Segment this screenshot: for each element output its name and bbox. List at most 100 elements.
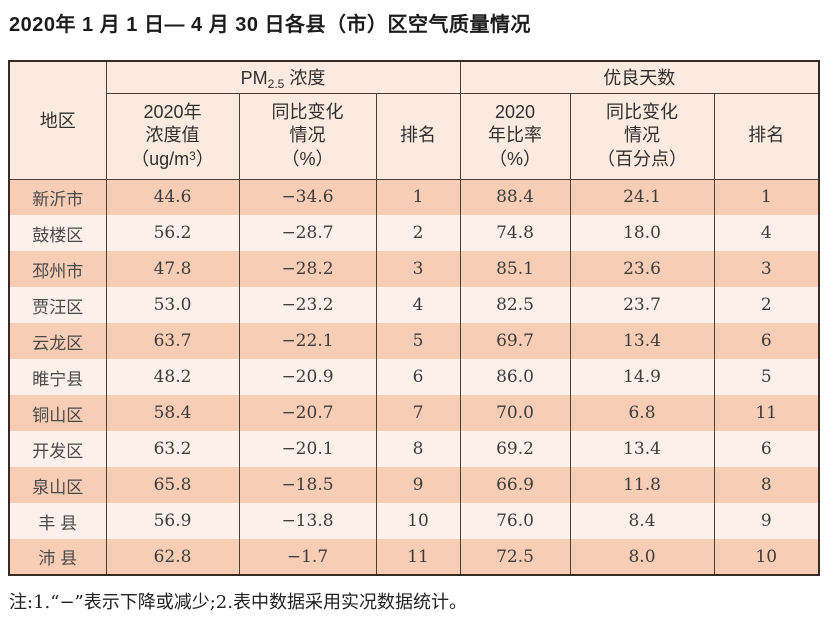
pm-change-cell: −23.2	[238, 287, 376, 323]
days-rank-cell: 8	[713, 467, 820, 503]
header-group-row: 地区 PM2.5 浓度 优良天数	[9, 61, 820, 180]
air-quality-table: 地区 PM2.5 浓度 优良天数 2020年 浓度值 （ug/m3） 同比变化 …	[8, 60, 821, 576]
days-rank-cell: 6	[713, 323, 820, 359]
days-change-cell: 8.4	[569, 503, 715, 539]
table-body: 新沂市 44.6 −34.6 1 88.4 24.1 1 鼓楼区 56.2 −2…	[9, 179, 820, 575]
table-row: 丰 县 56.9 −13.8 10 76.0 8.4 9	[9, 503, 820, 539]
days-rank-cell: 11	[713, 395, 820, 431]
header-days-rate: 2020 年比率 （%）	[459, 93, 571, 180]
pm-change-cell: −18.5	[238, 467, 376, 503]
pm-change-cell: −20.1	[238, 431, 376, 467]
pm-value-cell: 48.2	[105, 359, 239, 395]
pm-change-cell: −1.7	[238, 539, 376, 575]
pm25-subscript: 2.5	[267, 76, 285, 91]
pm-value-cell: 44.6	[105, 179, 239, 215]
days-change-cell: 13.4	[569, 323, 715, 359]
table-row: 沛 县 62.8 −1.7 11 72.5 8.0 10	[9, 539, 820, 575]
pm-rank-cell: 10	[375, 503, 461, 539]
pm-change-cell: −20.7	[238, 395, 376, 431]
days-rate-cell: 86.0	[459, 359, 571, 395]
days-rate-cell: 69.2	[459, 431, 571, 467]
pm-rank-cell: 7	[375, 395, 461, 431]
days-rate-cell: 69.7	[459, 323, 571, 359]
header-pm-value: 2020年 浓度值 （ug/m3）	[106, 93, 239, 180]
pm-value-cell: 62.8	[105, 539, 239, 575]
region-cell: 睢宁县	[9, 359, 106, 395]
days-rank-cell: 3	[713, 251, 820, 287]
pm-rank-cell: 3	[375, 251, 461, 287]
days-change-cell: 11.8	[569, 467, 715, 503]
pm-change-cell: −22.1	[238, 323, 376, 359]
pm-value-cell: 63.2	[105, 431, 239, 467]
region-cell: 丰 县	[9, 503, 106, 539]
days-change-cell: 23.7	[569, 287, 715, 323]
region-cell: 铜山区	[9, 395, 106, 431]
days-rate-cell: 72.5	[459, 539, 571, 575]
header-region: 地区	[9, 61, 107, 180]
pm-value-cell: 58.4	[105, 395, 239, 431]
pm-value-cell: 47.8	[105, 251, 239, 287]
days-rank-cell: 4	[713, 215, 820, 251]
days-change-cell: 14.9	[569, 359, 715, 395]
days-change-cell: 23.6	[569, 251, 715, 287]
header-pm-change: 同比变化 情况 （%）	[238, 93, 376, 180]
pm-change-cell: −28.7	[238, 215, 376, 251]
days-change-cell: 13.4	[569, 431, 715, 467]
days-rank-cell: 2	[713, 287, 820, 323]
pm-rank-cell: 8	[375, 431, 461, 467]
days-rank-cell: 10	[713, 539, 820, 575]
table-row: 贾汪区 53.0 −23.2 4 82.5 23.7 2	[9, 287, 820, 323]
days-rank-cell: 9	[713, 503, 820, 539]
header-group-good-days: 优良天数	[459, 61, 820, 94]
days-change-cell: 24.1	[569, 179, 715, 215]
header-sub-row: 2020年 浓度值 （ug/m3） 同比变化 情况 （%） 排名 2020 年比…	[9, 93, 820, 180]
table-row: 泉山区 65.8 −18.5 9 66.9 11.8 8	[9, 467, 820, 503]
header-group-pm25: PM2.5 浓度	[105, 61, 461, 94]
region-cell: 泉山区	[9, 467, 106, 503]
table-row: 新沂市 44.6 −34.6 1 88.4 24.1 1	[9, 179, 820, 215]
table-row: 邳州市 47.8 −28.2 3 85.1 23.6 3	[9, 251, 820, 287]
table-row: 鼓楼区 56.2 −28.7 2 74.8 18.0 4	[9, 215, 820, 251]
table-row: 铜山区 58.4 −20.7 7 70.0 6.8 11	[9, 395, 820, 431]
header-days-rank: 排名	[713, 93, 820, 180]
pm-rank-cell: 4	[375, 287, 461, 323]
pm-rank-cell: 9	[375, 467, 461, 503]
days-rate-cell: 66.9	[459, 467, 571, 503]
pm-value-cell: 56.2	[105, 215, 239, 251]
pm-value-cell: 65.8	[105, 467, 239, 503]
table-header: 地区 PM2.5 浓度 优良天数 2020年 浓度值 （ug/m3） 同比变化 …	[9, 61, 820, 180]
days-rate-cell: 74.8	[459, 215, 571, 251]
days-change-cell: 18.0	[569, 215, 715, 251]
region-cell: 新沂市	[9, 179, 106, 215]
days-rate-cell: 70.0	[459, 395, 571, 431]
days-rank-cell: 5	[713, 359, 820, 395]
days-change-cell: 8.0	[569, 539, 715, 575]
cubic-superscript: 3	[189, 148, 196, 163]
days-change-cell: 6.8	[569, 395, 715, 431]
days-rank-cell: 6	[713, 431, 820, 467]
table-row: 睢宁县 48.2 −20.9 6 86.0 14.9 5	[9, 359, 820, 395]
days-rate-cell: 82.5	[459, 287, 571, 323]
region-cell: 沛 县	[9, 539, 106, 575]
table-row: 云龙区 63.7 −22.1 5 69.7 13.4 6	[9, 323, 820, 359]
region-cell: 开发区	[9, 431, 106, 467]
days-rate-cell: 85.1	[459, 251, 571, 287]
header-days-change: 同比变化 情况 （百分点）	[569, 93, 715, 180]
pm-rank-cell: 11	[375, 539, 461, 575]
pm-value-cell: 53.0	[105, 287, 239, 323]
days-rate-cell: 76.0	[459, 503, 571, 539]
pm-change-cell: −28.2	[238, 251, 376, 287]
region-cell: 贾汪区	[9, 287, 106, 323]
pm-rank-cell: 6	[375, 359, 461, 395]
pm-rank-cell: 2	[375, 215, 461, 251]
page-title: 2020年 1 月 1 日— 4 月 30 日各县（市）区空气质量情况	[9, 14, 532, 36]
region-cell: 邳州市	[9, 251, 106, 287]
pm25-label: PM2.5 浓度	[240, 67, 326, 91]
pm-change-cell: −34.6	[238, 179, 376, 215]
pm-value-cell: 63.7	[105, 323, 239, 359]
pm-change-cell: −13.8	[238, 503, 376, 539]
pm-rank-cell: 5	[375, 323, 461, 359]
days-rank-cell: 1	[713, 179, 820, 215]
pm-rank-cell: 1	[375, 179, 461, 215]
region-cell: 云龙区	[9, 323, 106, 359]
